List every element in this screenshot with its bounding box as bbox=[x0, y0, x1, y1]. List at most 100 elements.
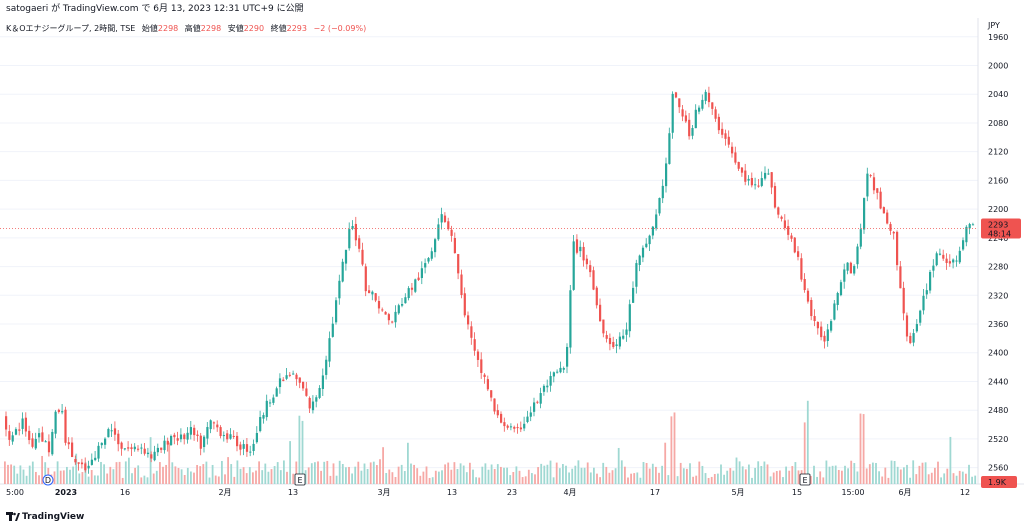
volume-bar bbox=[78, 473, 81, 484]
candle-body bbox=[879, 191, 882, 209]
volume-bar bbox=[946, 468, 949, 484]
candle-body bbox=[942, 254, 945, 259]
volume-bar bbox=[779, 470, 781, 484]
volume-bar bbox=[748, 464, 750, 484]
volume-bar bbox=[961, 471, 964, 484]
candle-body bbox=[18, 429, 21, 431]
candle-body bbox=[38, 433, 41, 438]
candle-body bbox=[648, 235, 651, 245]
volume-bar bbox=[744, 469, 747, 484]
candle-body bbox=[500, 413, 503, 423]
volume-bar bbox=[589, 472, 592, 484]
candle-body bbox=[199, 435, 202, 449]
candle-body bbox=[533, 402, 536, 412]
candle-body bbox=[61, 411, 64, 413]
volume-bar bbox=[893, 460, 896, 484]
candle-body bbox=[269, 402, 272, 404]
candle-body bbox=[674, 92, 678, 98]
volume-bar bbox=[264, 463, 267, 484]
volume-bar bbox=[183, 475, 186, 484]
volume-bar bbox=[174, 466, 177, 484]
volume-bar bbox=[323, 461, 326, 484]
candle-body bbox=[143, 448, 146, 454]
candle-body bbox=[216, 424, 219, 428]
candle-body bbox=[292, 373, 295, 375]
candle-body bbox=[404, 297, 407, 304]
candle-body bbox=[902, 287, 905, 314]
candle-body bbox=[764, 172, 767, 179]
time-axis-label: 3月 bbox=[377, 488, 390, 496]
volume-bar bbox=[912, 460, 915, 484]
candle-body bbox=[922, 295, 925, 311]
volume-bar bbox=[289, 441, 291, 484]
candle-body bbox=[41, 432, 44, 442]
volume-bar bbox=[834, 465, 837, 484]
candle-body bbox=[800, 258, 803, 280]
volume-bar bbox=[726, 470, 729, 484]
time-axis-label: 5月 bbox=[731, 488, 744, 496]
volume-bar bbox=[481, 466, 484, 484]
volume-bar bbox=[478, 477, 481, 484]
volume-bar bbox=[506, 467, 508, 484]
candle-body bbox=[71, 442, 74, 458]
volume-bar bbox=[596, 473, 598, 484]
candle-body bbox=[344, 249, 348, 264]
candle-body bbox=[773, 186, 777, 208]
candle-body bbox=[414, 279, 417, 292]
time-axis-label: 5:00 bbox=[6, 488, 24, 496]
volume-bar bbox=[413, 464, 415, 484]
candle-body bbox=[892, 231, 895, 234]
candle-body bbox=[150, 454, 153, 459]
candle-body bbox=[612, 341, 615, 348]
tradingview-logo-icon[interactable] bbox=[6, 511, 20, 523]
price-tick-label: 2160 bbox=[988, 176, 1008, 185]
volume-bar bbox=[837, 469, 840, 484]
candle-body bbox=[341, 261, 344, 282]
candle-body bbox=[209, 420, 212, 430]
volume-bar bbox=[450, 469, 453, 484]
candle-body bbox=[839, 282, 843, 296]
candle-body bbox=[816, 321, 819, 329]
price-tick-label: 2480 bbox=[988, 406, 1008, 415]
volume-bar bbox=[214, 475, 217, 484]
volume-bar bbox=[487, 469, 490, 484]
tradingview-brand[interactable]: TradingView bbox=[22, 512, 85, 522]
volume-bar bbox=[806, 400, 809, 484]
price-tick-label: 2000 bbox=[988, 61, 1008, 70]
candle-body bbox=[595, 287, 598, 306]
volume-bar bbox=[906, 464, 908, 484]
volume-bar bbox=[723, 474, 725, 484]
candle-body bbox=[899, 266, 902, 289]
volume-bar bbox=[527, 469, 530, 484]
volume-bar bbox=[320, 470, 322, 484]
candle-body bbox=[797, 251, 800, 257]
candle-body bbox=[120, 442, 123, 449]
candle-body bbox=[744, 170, 747, 182]
candle-body bbox=[252, 443, 255, 451]
volume-bar bbox=[847, 468, 849, 484]
candle-body bbox=[556, 371, 559, 373]
volume-bar bbox=[233, 476, 236, 484]
volume-bar bbox=[658, 472, 660, 484]
candle-body bbox=[506, 425, 509, 428]
candle-body bbox=[358, 238, 361, 249]
candle-body bbox=[948, 261, 951, 264]
candle-body bbox=[615, 344, 618, 346]
candle-body bbox=[420, 268, 423, 279]
volume-bar bbox=[59, 470, 62, 484]
volume-bar bbox=[602, 462, 605, 484]
candle-body bbox=[806, 290, 810, 302]
candle-body bbox=[51, 431, 54, 455]
chart-canvas[interactable]: 2560252024802440240023602320228022402200… bbox=[0, 18, 1024, 496]
candle-body bbox=[249, 451, 252, 453]
volume-bar bbox=[317, 461, 319, 484]
chart-area[interactable]: 2560252024802440240023602320228022402200… bbox=[0, 18, 1024, 496]
volume-bar bbox=[518, 470, 521, 484]
volume-bar bbox=[974, 475, 977, 484]
volume-bar bbox=[810, 476, 812, 484]
last-price-badge bbox=[981, 218, 1021, 239]
candle-body bbox=[863, 198, 866, 230]
earnings-marker-label: E bbox=[297, 476, 302, 485]
candle-body bbox=[919, 310, 922, 323]
volume-bar bbox=[447, 462, 450, 484]
